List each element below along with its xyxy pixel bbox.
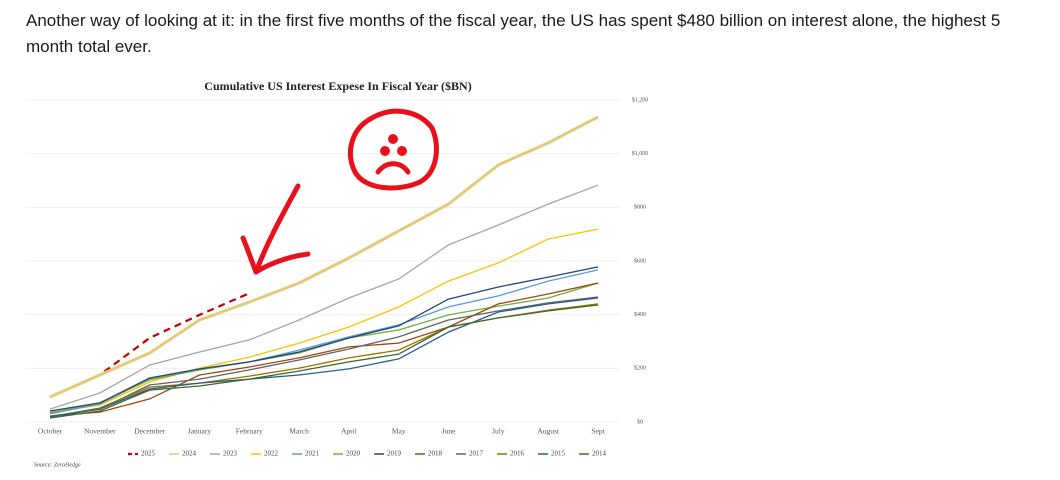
series-line <box>49 184 599 410</box>
x-tick-label: February <box>236 427 263 436</box>
chart-title: Cumulative US Interest Expese In Fiscal … <box>204 79 471 93</box>
x-tick-label: January <box>188 427 212 436</box>
legend-label: 2021 <box>305 450 320 458</box>
plot: $0 $200 $400 $600 $800 $1,000 $1,200 October Nov… <box>26 96 649 458</box>
y-tick-label: $1,000 <box>632 150 649 157</box>
sad-face-annotation <box>348 108 439 191</box>
y-tick-label: $0 <box>637 418 643 425</box>
x-tick-label: July <box>492 427 505 436</box>
y-tick-label: $800 <box>634 204 646 211</box>
legend-label: 2024 <box>182 450 197 458</box>
legend-label: 2015 <box>551 450 566 458</box>
legend-label: 2016 <box>510 450 525 458</box>
legend-label: 2023 <box>223 450 238 458</box>
series-line <box>49 304 599 419</box>
x-tick-label: Sept <box>591 427 605 436</box>
y-tick-label: $1,200 <box>632 96 649 103</box>
series-line <box>49 228 599 413</box>
frown <box>375 161 411 175</box>
eye <box>397 146 407 156</box>
post-text: Another way of looking at it: in the fir… <box>26 11 1001 56</box>
x-tick-label: June <box>442 427 456 436</box>
chart-background <box>25 74 650 480</box>
legend-label: 2019 <box>387 450 402 458</box>
legend-label: 2014 <box>592 450 607 458</box>
x-tick-label: March <box>289 427 309 436</box>
legend-label: 2017 <box>469 450 484 458</box>
eye <box>388 134 398 144</box>
x-tick-label: August <box>537 427 560 436</box>
series-line <box>49 266 599 412</box>
arrow-annotation <box>240 183 311 275</box>
legend-label: 2025 <box>141 450 156 458</box>
y-tick-label: $600 <box>634 257 646 264</box>
x-tick-label: October <box>38 427 63 436</box>
x-tick-label: December <box>134 427 165 436</box>
series-line <box>49 115 599 399</box>
x-tick-label: May <box>392 427 406 436</box>
eye <box>380 146 390 156</box>
x-tick-label: November <box>84 427 116 436</box>
arrow-stroke <box>240 235 259 275</box>
face-outline <box>348 108 439 191</box>
y-tick-label: $400 <box>634 311 646 318</box>
x-tick-label: April <box>341 427 357 436</box>
legend-label: 2022 <box>264 450 279 458</box>
source: Source: ZeroHedge <box>34 462 81 468</box>
series-line <box>49 282 599 417</box>
legend-label: 2020 <box>346 450 361 458</box>
series-line <box>49 296 599 417</box>
legend-label: 2018 <box>428 450 443 458</box>
series-line <box>49 297 599 418</box>
y-tick-label: $200 <box>634 365 646 372</box>
